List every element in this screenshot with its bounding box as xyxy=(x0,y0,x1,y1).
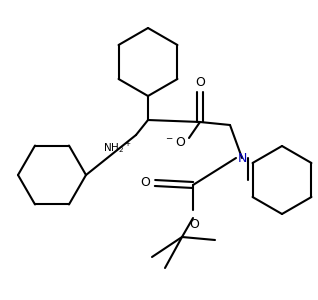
Text: $^-$O: $^-$O xyxy=(164,136,186,149)
Text: O: O xyxy=(140,176,150,190)
Text: O: O xyxy=(189,218,199,231)
Text: NH$_2$$^+$: NH$_2$$^+$ xyxy=(103,140,133,155)
Text: N: N xyxy=(237,152,247,164)
Text: O: O xyxy=(195,76,205,89)
